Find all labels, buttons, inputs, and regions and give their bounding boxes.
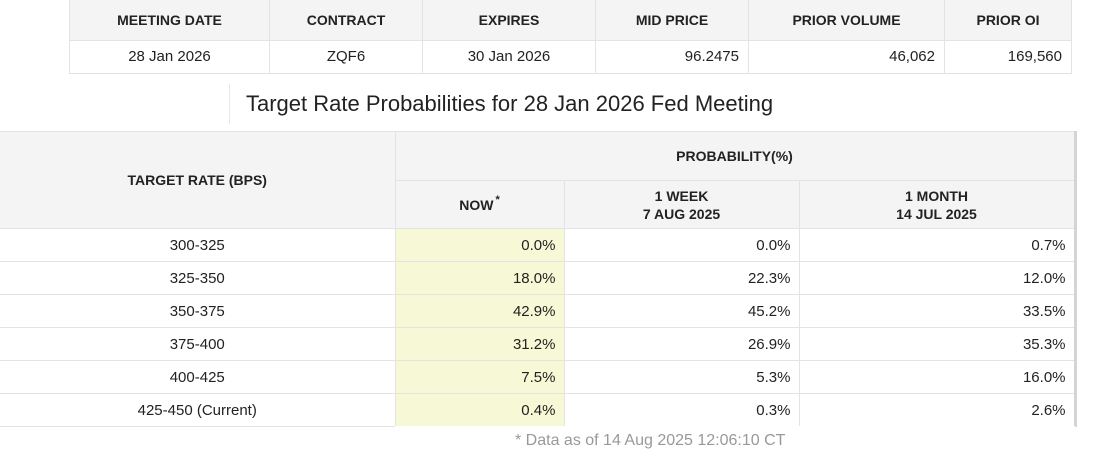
now-cell: 42.9% xyxy=(394,294,565,328)
rate-cell: 325-350 xyxy=(0,261,396,295)
prior-volume-value: 46,062 xyxy=(748,39,945,74)
table-row: 375-400 31.2% 26.9% 35.3% xyxy=(0,327,1077,361)
table-row: 300-325 0.0% 0.0% 0.7% xyxy=(0,228,1077,262)
expires-value: 30 Jan 2026 xyxy=(422,39,596,74)
week-cell: 45.2% xyxy=(563,294,800,328)
now-cell: 31.2% xyxy=(394,327,565,361)
month-cell: 35.3% xyxy=(798,327,1077,361)
week-cell: 5.3% xyxy=(563,360,800,394)
week-date: 7 AUG 2025 xyxy=(642,205,721,222)
now-cell: 0.0% xyxy=(394,228,565,262)
month-cell: 2.6% xyxy=(798,393,1077,427)
week-column-header: 1 WEEK 7 AUG 2025 xyxy=(563,180,800,229)
data-timestamp-footnote: * Data as of 14 Aug 2025 12:06:10 CT xyxy=(395,426,1075,457)
month-date: 14 JUL 2025 xyxy=(896,205,977,222)
month-cell: 16.0% xyxy=(798,360,1077,394)
week-cell: 22.3% xyxy=(563,261,800,295)
week-label: 1 WEEK xyxy=(654,187,709,204)
rate-cell: 350-375 xyxy=(0,294,396,328)
title-section: Target Rate Probabilities for 28 Jan 202… xyxy=(229,84,1075,124)
prior-oi-value: 169,560 xyxy=(944,39,1072,74)
meeting-date-header: MEETING DATE xyxy=(69,0,270,41)
now-cell: 18.0% xyxy=(394,261,565,295)
contract-header-row: MEETING DATE CONTRACT EXPIRES MID PRICE … xyxy=(69,0,1072,41)
now-column-header: NOW * xyxy=(394,180,565,229)
mid-price-header: MID PRICE xyxy=(595,0,749,41)
rate-cell: 375-400 xyxy=(0,327,396,361)
table-row: 425-450 (Current) 0.4% 0.3% 2.6% xyxy=(0,393,1077,427)
now-cell: 0.4% xyxy=(394,393,565,427)
prior-volume-header: PRIOR VOLUME xyxy=(748,0,945,41)
month-cell: 33.5% xyxy=(798,294,1077,328)
prior-oi-header: PRIOR OI xyxy=(944,0,1072,41)
table-row: 325-350 18.0% 22.3% 12.0% xyxy=(0,261,1077,295)
month-cell: 12.0% xyxy=(798,261,1077,295)
rate-cell: 425-450 (Current) xyxy=(0,393,396,427)
week-cell: 0.3% xyxy=(563,393,800,427)
rate-cell: 300-325 xyxy=(0,228,396,262)
expires-header: EXPIRES xyxy=(422,0,596,41)
rate-cell: 400-425 xyxy=(0,360,396,394)
contract-info-table: MEETING DATE CONTRACT EXPIRES MID PRICE … xyxy=(69,0,1072,74)
meeting-date-value: 28 Jan 2026 xyxy=(69,39,270,74)
now-label: NOW xyxy=(459,196,494,213)
now-footnote-marker: * xyxy=(495,193,500,206)
probability-group-header: PROBABILITY(%) xyxy=(394,131,1077,181)
contract-row: 28 Jan 2026 ZQF6 30 Jan 2026 96.2475 46,… xyxy=(69,39,1072,74)
page-title: Target Rate Probabilities for 28 Jan 202… xyxy=(246,91,774,116)
target-rate-header: TARGET RATE (BPS) xyxy=(0,131,396,229)
month-cell: 0.7% xyxy=(798,228,1077,262)
month-label: 1 MONTH xyxy=(905,187,968,204)
week-cell: 26.9% xyxy=(563,327,800,361)
probability-table: TARGET RATE (BPS) PROBABILITY(%) NOW * 1 … xyxy=(0,131,1077,427)
table-row: 400-425 7.5% 5.3% 16.0% xyxy=(0,360,1077,394)
now-cell: 7.5% xyxy=(394,360,565,394)
month-column-header: 1 MONTH 14 JUL 2025 xyxy=(798,180,1077,229)
table-row: 350-375 42.9% 45.2% 33.5% xyxy=(0,294,1077,328)
mid-price-value: 96.2475 xyxy=(595,39,749,74)
week-cell: 0.0% xyxy=(563,228,800,262)
contract-value: ZQF6 xyxy=(269,39,423,74)
contract-header: CONTRACT xyxy=(269,0,423,41)
